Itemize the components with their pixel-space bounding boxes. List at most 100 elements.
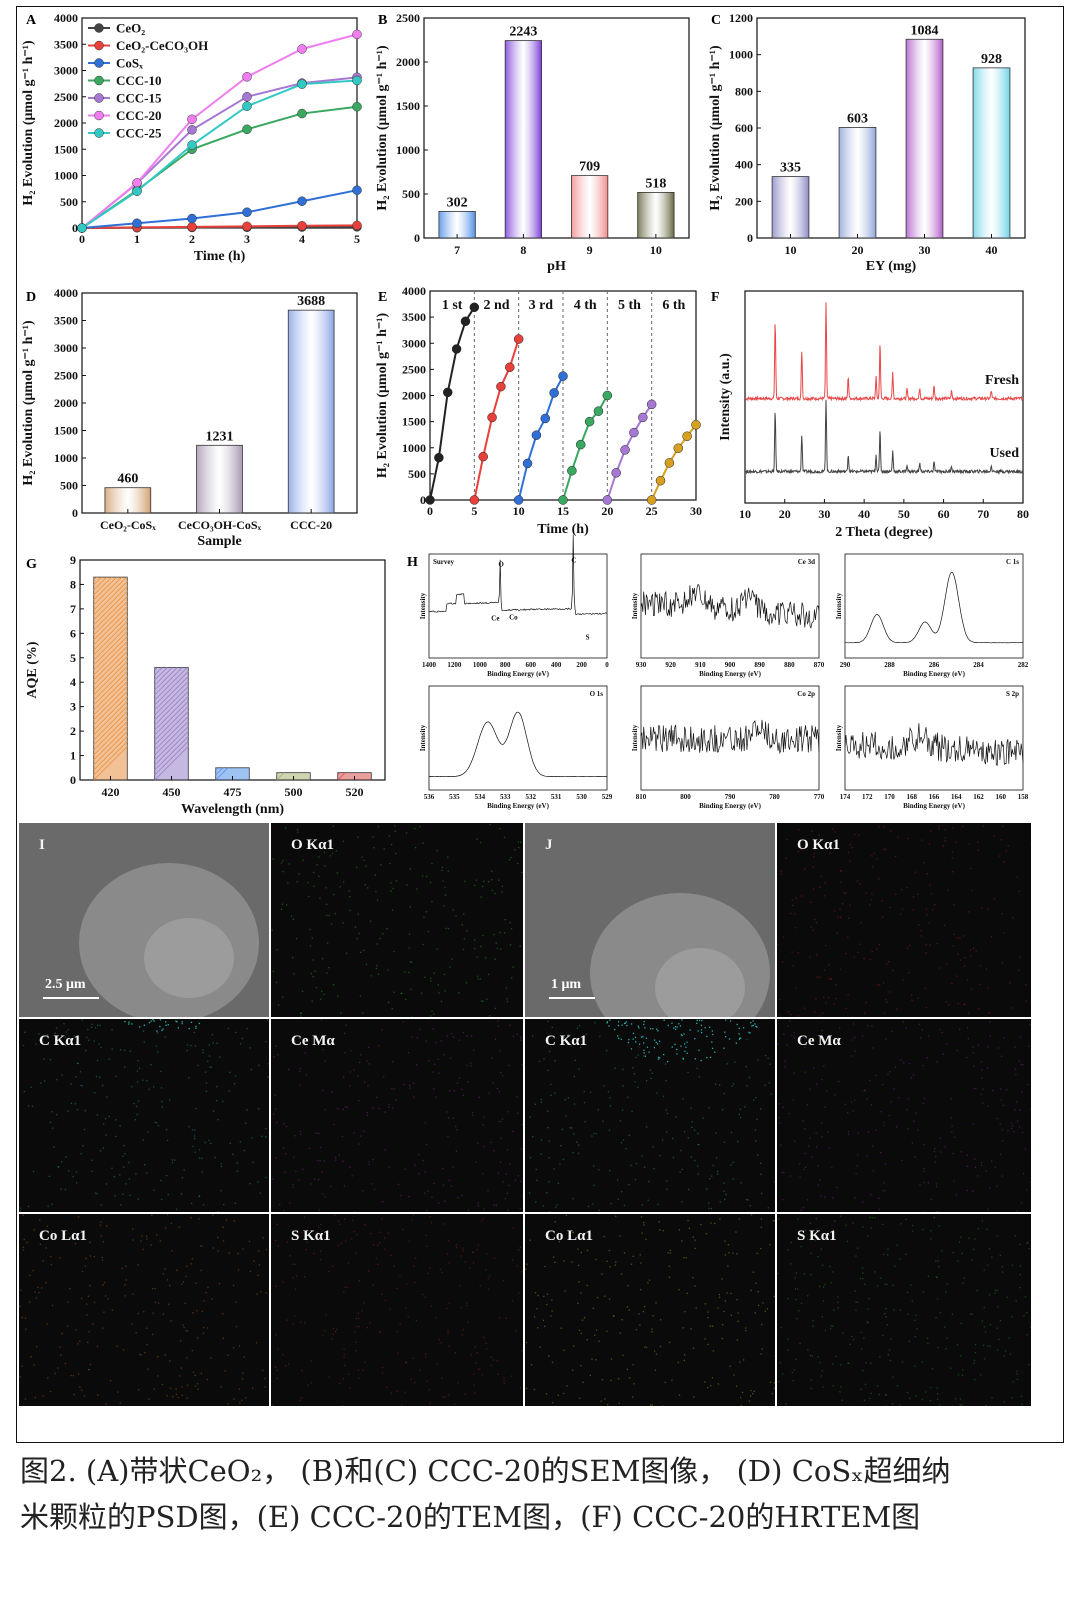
eds-pixel — [622, 1139, 625, 1141]
eds-pixel — [241, 1399, 243, 1401]
eds-pixel — [787, 1338, 789, 1340]
eds-pixel — [343, 881, 345, 883]
eds-pixel — [207, 1286, 209, 1289]
eds-pixel — [656, 1043, 659, 1045]
eds-pixel — [520, 841, 522, 843]
eds-pixel — [129, 1050, 131, 1052]
eds-pixel — [339, 886, 341, 888]
eds-pixel — [832, 1325, 834, 1327]
eds-pixel — [180, 1193, 183, 1195]
eds-pixel — [690, 1107, 692, 1109]
eds-pixel — [574, 1059, 576, 1061]
xps-tick-label: 529 — [602, 793, 613, 801]
eds-pixel — [870, 1392, 872, 1395]
eds-pixel — [387, 969, 389, 971]
eds-pixel — [864, 1012, 866, 1014]
eds-pixel — [437, 1058, 439, 1060]
eds-pixel — [483, 880, 485, 882]
eds-pixel — [973, 1248, 975, 1251]
eds-pixel — [353, 1069, 355, 1071]
data-point — [352, 29, 362, 40]
eds-pixel — [406, 884, 408, 886]
eds-pixel — [535, 1201, 537, 1203]
eds-pixel — [744, 1106, 746, 1108]
eds-pixel — [645, 1037, 648, 1039]
eds-pixel — [868, 1297, 870, 1300]
eds-pixel — [884, 1163, 887, 1165]
eds-pixel — [821, 1370, 823, 1372]
eds-pixel — [676, 1053, 678, 1055]
eds-pixel — [292, 918, 294, 920]
eds-pixel — [580, 1292, 582, 1294]
eds-pixel — [738, 1033, 740, 1035]
xrd-pattern-0 — [744, 302, 1024, 402]
eds-pixel — [885, 1316, 887, 1318]
eds-pixel — [960, 1151, 962, 1153]
eds-pixel — [368, 1063, 370, 1065]
eds-pixel — [363, 1130, 365, 1132]
eds-pixel — [635, 1162, 638, 1165]
eds-pixel — [886, 1001, 888, 1003]
eds-pixel — [847, 1131, 850, 1133]
eds-pixel — [299, 1133, 302, 1135]
cycle-point — [469, 495, 480, 505]
eds-pixel — [289, 1255, 291, 1257]
eds-pixel — [480, 1000, 483, 1002]
eds-pixel — [810, 1379, 812, 1381]
eds-pixel — [137, 1100, 140, 1102]
eds-pixel — [120, 1049, 122, 1051]
bar-hatch — [154, 731, 189, 766]
eds-pixel — [926, 914, 928, 916]
eds-pixel — [169, 1387, 172, 1389]
eds-pixel — [51, 1127, 54, 1129]
bar-hatch — [93, 601, 128, 636]
eds-pixel — [474, 1392, 476, 1394]
eds-pixel — [872, 1145, 874, 1147]
eds-pixel — [840, 1364, 842, 1366]
eds-pixel — [183, 1327, 185, 1329]
eds-pixel — [537, 1327, 539, 1329]
xps-tick-label: 158 — [1018, 793, 1029, 801]
eds-pixel — [303, 1216, 305, 1218]
eds-pixel — [685, 1257, 688, 1259]
eds-pixel — [1022, 1064, 1024, 1066]
eds-pixel — [872, 1047, 874, 1049]
eds-pixel — [465, 982, 468, 984]
eds-pixel — [302, 859, 304, 861]
eds-pixel — [520, 1039, 522, 1041]
eds-pixel — [676, 1026, 678, 1028]
eds-pixel — [861, 1348, 863, 1350]
eds-pixel — [1030, 1181, 1031, 1183]
xps-tick-label: 1400 — [422, 661, 437, 669]
series-label: Fresh — [985, 373, 1019, 388]
eds-pixel — [672, 1137, 674, 1140]
eds-pixel — [349, 1071, 351, 1073]
eds-pixel — [781, 1171, 783, 1173]
eds-pixel — [63, 1023, 65, 1025]
eds-pixel — [857, 951, 859, 954]
eds-pixel — [190, 1217, 192, 1219]
eds-pixel — [193, 1031, 195, 1034]
eds-pixel — [218, 1283, 221, 1285]
panel-letter: C — [711, 13, 721, 28]
eds-pixel — [680, 1045, 682, 1047]
eds-map-tile: O Kα1 — [777, 823, 1031, 1017]
eds-pixel — [760, 1218, 762, 1220]
eds-pixel — [866, 1098, 868, 1100]
eds-pixel — [366, 1327, 368, 1329]
eds-pixel — [39, 1219, 41, 1221]
eds-pixel — [344, 1218, 346, 1220]
eds-pixel — [284, 1171, 286, 1173]
eds-pixel — [496, 1087, 499, 1090]
eds-pixel — [285, 1125, 288, 1128]
eds-pixel — [715, 1157, 718, 1159]
xps-tick-label: 910 — [695, 661, 706, 669]
eds-pixel — [341, 1405, 344, 1406]
eds-pixel — [100, 1204, 102, 1206]
eds-pixel — [746, 1038, 748, 1041]
eds-pixel — [635, 1041, 637, 1043]
eds-pixel — [936, 1398, 939, 1400]
bar-value-label: 928 — [981, 52, 1002, 67]
eds-pixel — [284, 1365, 287, 1367]
eds-pixel — [847, 994, 849, 996]
